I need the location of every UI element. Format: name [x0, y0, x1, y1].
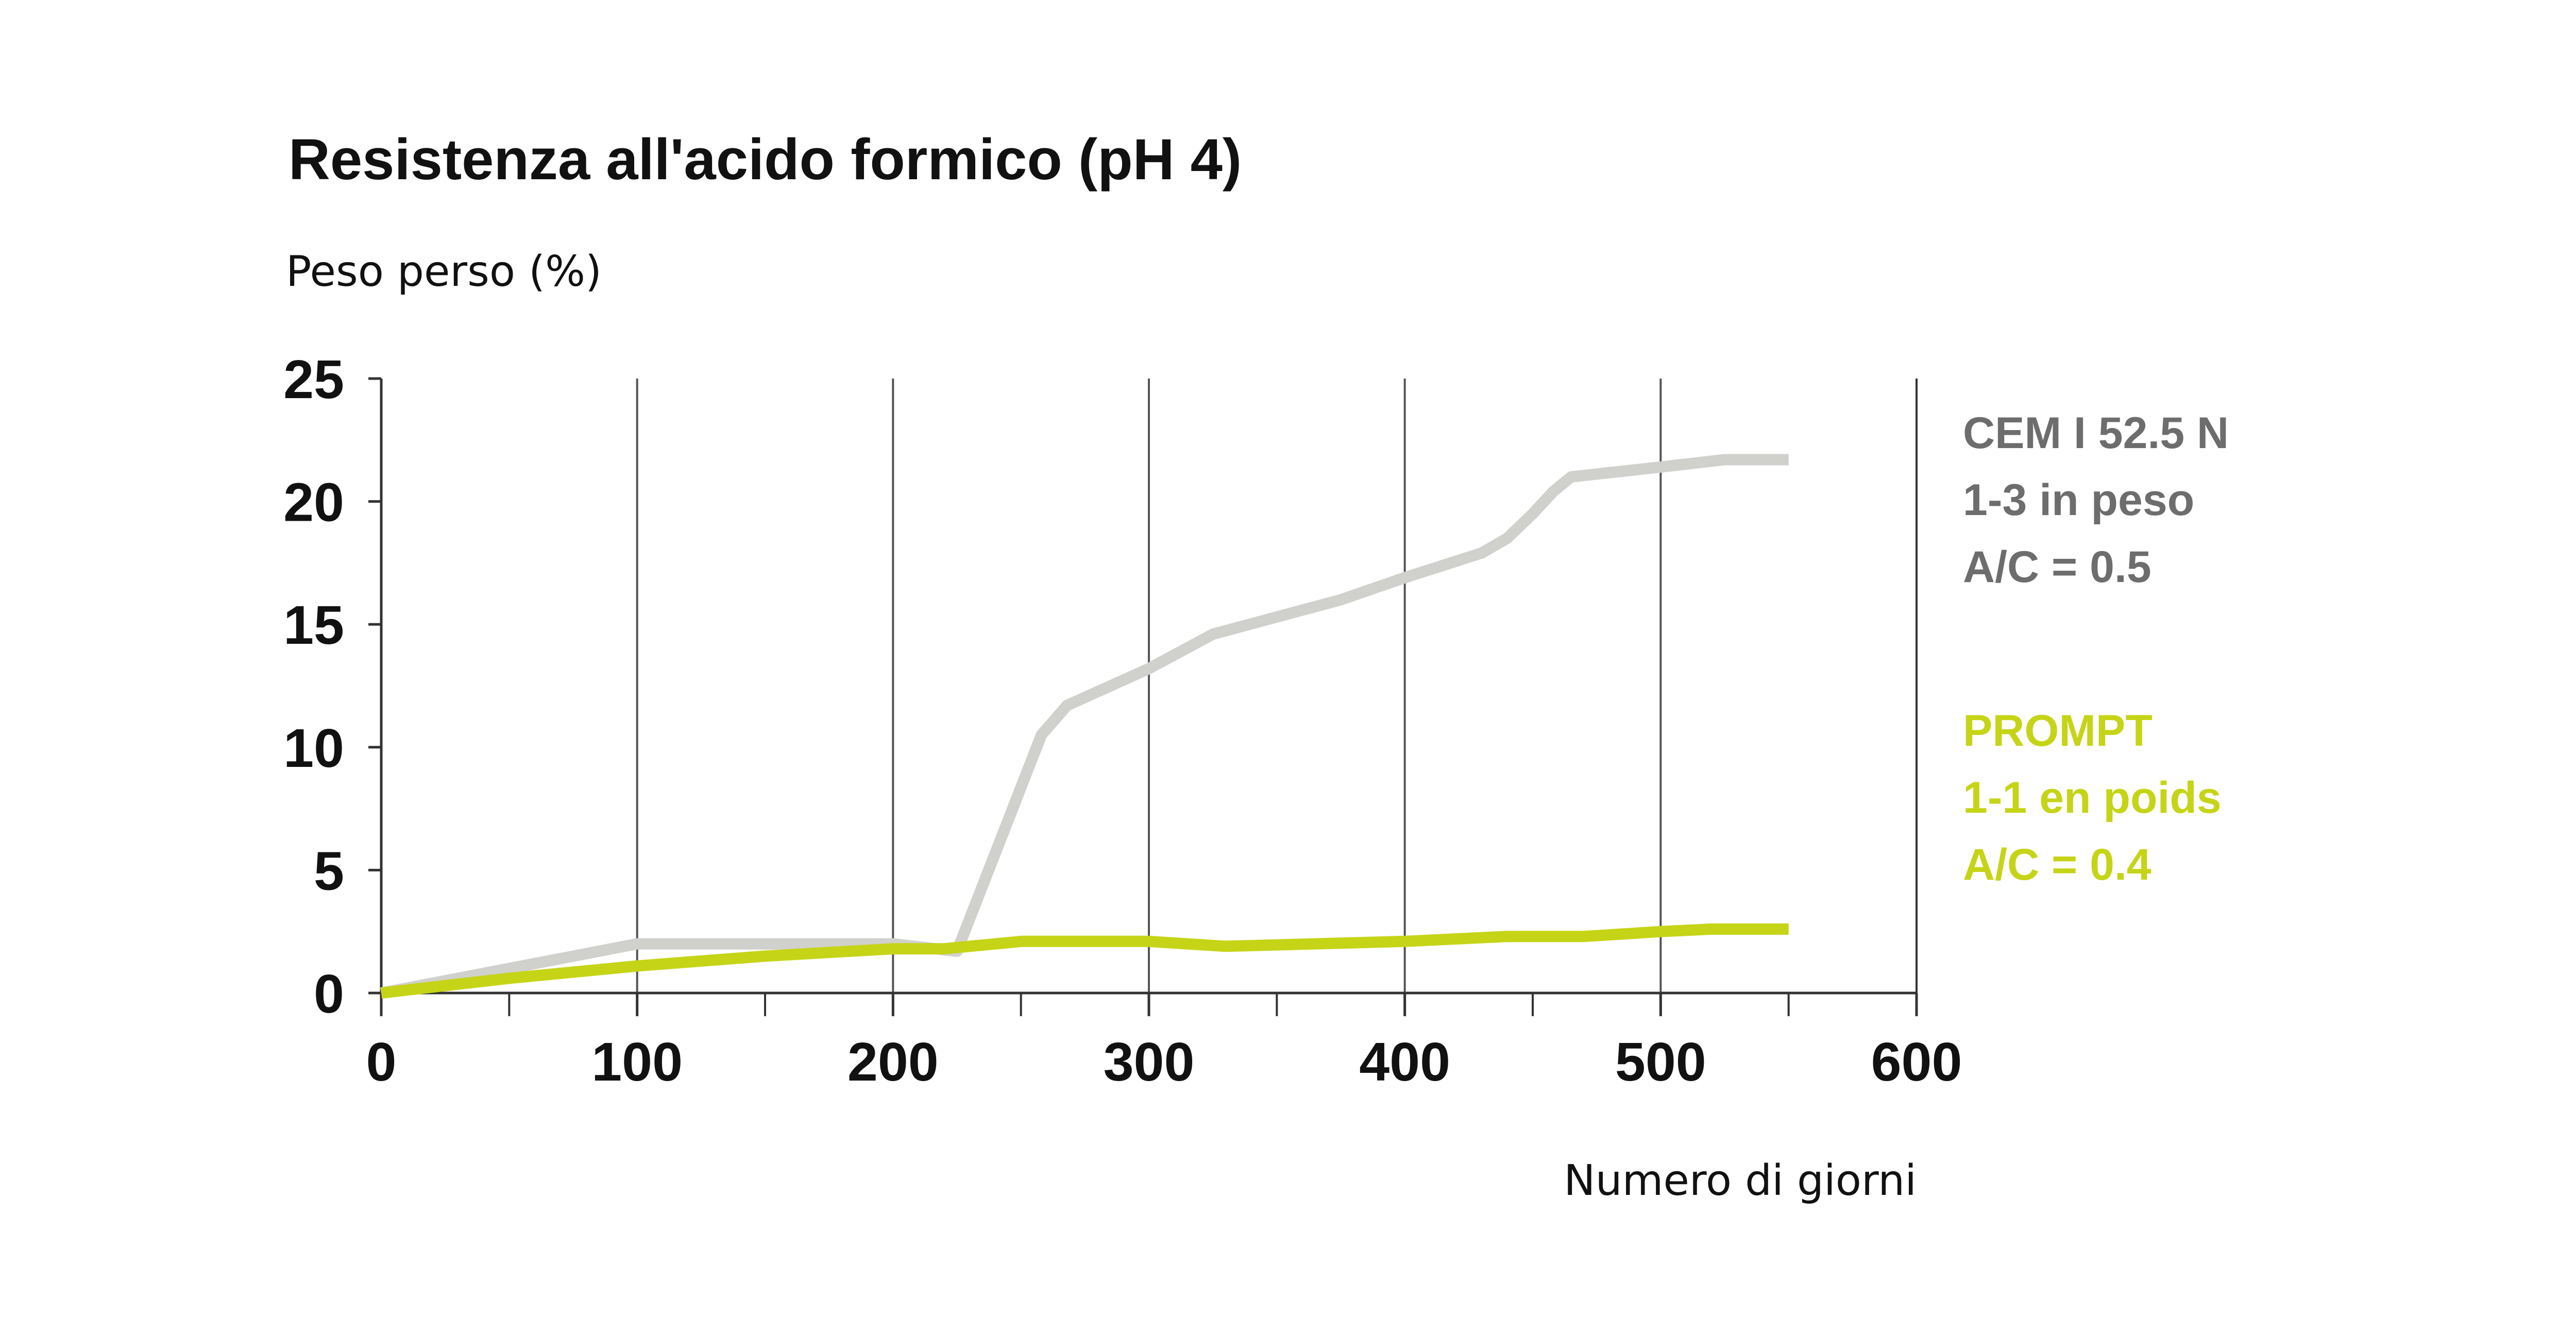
legend-entry-2-line-2: 1-1 en poids — [1963, 773, 2222, 823]
series-line-1 — [380, 454, 1789, 999]
x-tick-label: 400 — [1359, 1032, 1450, 1092]
x-tick-label: 0 — [366, 1032, 397, 1092]
legend-entry-1-line-2: 1-3 in peso — [1963, 475, 2194, 525]
gridlines — [636, 379, 1662, 993]
y-tick-label: 5 — [314, 841, 344, 901]
y-tick-label: 15 — [283, 595, 344, 656]
series-line-2 — [380, 923, 1789, 999]
x-axis-label: Numero di giorni — [1564, 1156, 1917, 1205]
y-axis-label: Peso perso (%) — [286, 247, 602, 296]
legend-entry-1-line-3: A/C = 0.5 — [1963, 542, 2151, 592]
y-tick-label: 25 — [283, 349, 344, 410]
x-tick-label: 200 — [848, 1032, 939, 1092]
x-tick-label: 300 — [1104, 1032, 1195, 1092]
legend: CEM I 52.5 N 1-3 in peso A/C = 0.5 PROMPT 1-… — [1963, 408, 2229, 889]
legend-entry-2-line-1: PROMPT — [1963, 706, 2153, 756]
series-lines — [380, 454, 1789, 999]
x-tick-label: 500 — [1615, 1032, 1706, 1092]
y-tick-label: 0 — [314, 964, 344, 1024]
y-tick-label: 20 — [283, 472, 344, 533]
tick-labels: 0 5 10 15 20 25 0 100 200 300 400 500 600 — [283, 349, 1962, 1092]
axes — [368, 377, 1918, 1016]
chart-title: Resistenza all'acido formico (pH 4) — [289, 127, 1242, 192]
x-tick-label: 600 — [1871, 1032, 1962, 1092]
legend-entry-1-line-1: CEM I 52.5 N — [1963, 408, 2229, 458]
y-tick-label: 10 — [283, 718, 344, 779]
x-tick-label: 100 — [591, 1032, 683, 1092]
legend-entry-2-line-3: A/C = 0.4 — [1963, 840, 2151, 889]
